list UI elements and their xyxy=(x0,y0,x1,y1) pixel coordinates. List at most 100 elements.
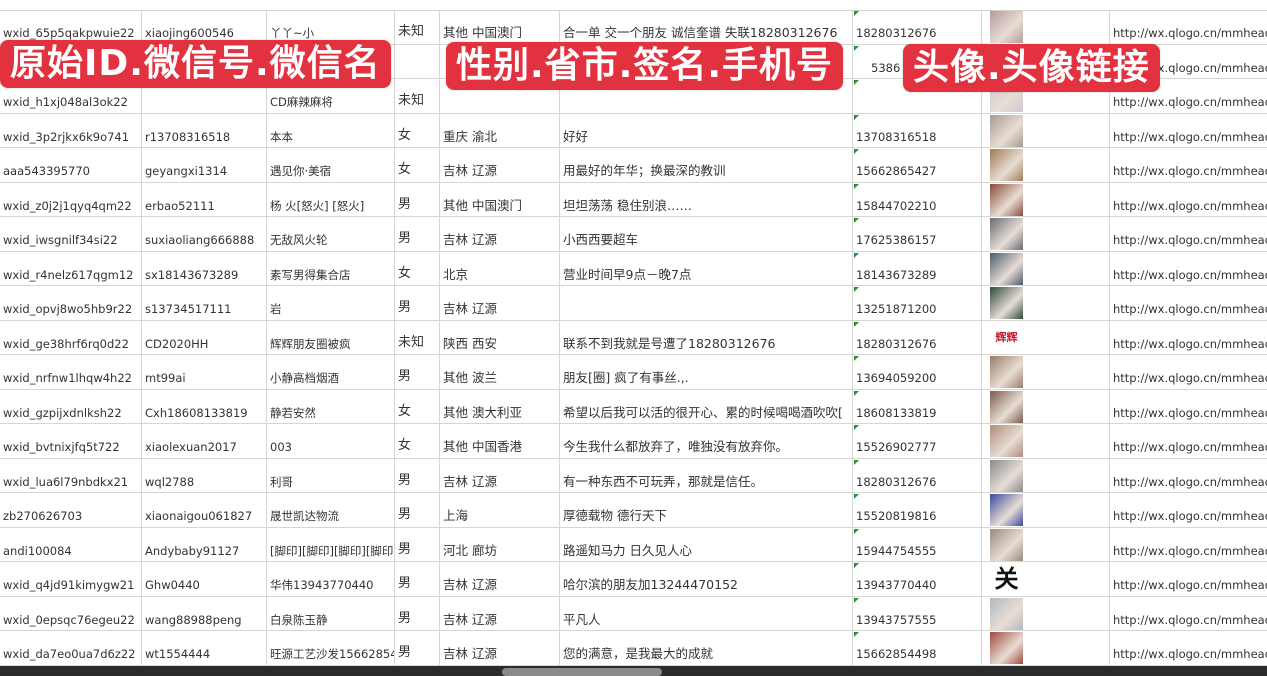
wechat-name-cell[interactable]: 岩 xyxy=(267,286,395,320)
wechat-name-cell[interactable]: 素写男得集合店 xyxy=(267,251,395,285)
avatar-cell[interactable] xyxy=(982,251,1110,285)
avatar-cell[interactable] xyxy=(982,355,1110,389)
region-cell[interactable]: 吉林 辽源 xyxy=(440,458,560,492)
avatar-cell[interactable] xyxy=(982,458,1110,492)
avatar-link-cell[interactable]: http://wx.qlogo.cn/mmhead xyxy=(1113,405,1267,420)
wechat-id-cell[interactable]: Ghw0440 xyxy=(142,562,267,596)
original-id-cell[interactable]: wxid_da7eo0ua7d6z22 xyxy=(0,631,142,665)
signature-cell[interactable]: 希望以后我可以活的很开心、累的时候喝喝酒吹吹[ xyxy=(560,389,853,423)
original-id-cell[interactable]: aaa543395770 xyxy=(0,148,142,182)
wechat-name-cell[interactable]: 静若安然 xyxy=(267,389,395,423)
wechat-id-cell[interactable] xyxy=(142,79,267,113)
avatar-cell[interactable] xyxy=(982,10,1110,44)
phone-cell[interactable]: 13708316518 xyxy=(853,113,982,147)
gender-cell[interactable]: 女 xyxy=(395,148,440,182)
region-cell[interactable]: 其他 中国香港 xyxy=(440,424,560,458)
avatar-link-cell[interactable]: http://wx.qlogo.cn/mmhead xyxy=(1113,578,1267,592)
original-id-cell[interactable]: wxid_bvtnixjfq5t722 xyxy=(0,424,142,458)
gender-cell[interactable]: 未知 xyxy=(395,320,440,354)
wechat-id-cell[interactable]: CD2020HH xyxy=(142,320,267,354)
signature-cell[interactable] xyxy=(560,44,853,78)
wechat-id-cell[interactable]: sx18143673289 xyxy=(142,251,267,285)
gender-cell[interactable]: 女 xyxy=(395,424,440,458)
gender-cell[interactable]: 男 xyxy=(395,458,440,492)
signature-cell[interactable]: 小西西要超车 xyxy=(560,217,853,251)
wechat-id-cell[interactable] xyxy=(142,665,267,666)
region-cell[interactable]: 北京 xyxy=(440,251,560,285)
wechat-id-cell[interactable]: xiaonaigou061827 xyxy=(142,493,267,527)
avatar-link-cell[interactable]: http://wx.qlogo.cn/mmhead xyxy=(1113,647,1267,661)
avatar-cell[interactable] xyxy=(982,217,1110,251)
phone-cell[interactable]: 15662865427 xyxy=(853,148,982,182)
signature-cell[interactable]: 合一单 交一个朋友 诚信奎谱 失联18280312676 xyxy=(560,10,853,44)
wechat-name-cell[interactable]: 辉辉朋友圈被疯 xyxy=(267,320,395,354)
gender-cell[interactable]: 男 xyxy=(395,596,440,630)
avatar-cell[interactable] xyxy=(982,596,1110,630)
phone-cell[interactable]: 18143673289 xyxy=(853,251,982,285)
avatar-cell[interactable] xyxy=(982,665,1110,666)
original-id-cell[interactable]: wxid_nrfnw1lhqw4h22 xyxy=(0,355,142,389)
signature-cell[interactable]: 坦坦荡荡 稳住别浪…… xyxy=(560,182,853,216)
phone-cell[interactable]: 15526902777 xyxy=(853,424,982,458)
avatar-link-cell[interactable]: http://wx.qlogo.cn/mmhead xyxy=(1113,440,1267,454)
wechat-id-cell[interactable]: wql2788 xyxy=(142,458,267,492)
avatar-link-cell[interactable]: http://wx.qlogo.cn/mmhead xyxy=(1113,509,1267,523)
wechat-id-cell[interactable]: s13734517111 xyxy=(142,286,267,320)
wechat-name-cell[interactable]: 无敌风火轮 xyxy=(267,217,395,251)
phone-cell[interactable]: 13694059200 xyxy=(853,355,982,389)
region-cell[interactable] xyxy=(440,665,560,666)
wechat-name-cell[interactable]: 小静高档烟酒 xyxy=(267,355,395,389)
phone-cell[interactable] xyxy=(853,665,982,666)
wechat-id-cell[interactable]: Andybaby91127 xyxy=(142,527,267,561)
avatar-link-cell[interactable]: http://wx.qlogo.cn/mmhead xyxy=(1113,164,1267,178)
wechat-id-cell[interactable]: suxiaoliang666888 xyxy=(142,217,267,251)
original-id-cell[interactable]: wxid_65p5qakpwuie22 xyxy=(0,10,142,44)
phone-cell[interactable]: 13943757555 xyxy=(853,596,982,630)
gender-cell[interactable]: 女 xyxy=(395,251,440,285)
wechat-id-cell[interactable]: geyangxi1314 xyxy=(142,148,267,182)
gender-cell[interactable]: 男 xyxy=(395,631,440,665)
wechat-name-cell[interactable]: 白泉陈玉静 xyxy=(267,596,395,630)
original-id-cell[interactable]: wxid_iwsgnilf34si22 xyxy=(0,217,142,251)
original-id-cell[interactable]: andi100084 xyxy=(0,527,142,561)
avatar-cell[interactable]: 关 xyxy=(982,562,1110,596)
phone-cell[interactable]: 13943770440 xyxy=(853,562,982,596)
signature-cell[interactable]: 哈尔滨的朋友加13244470152 xyxy=(560,562,853,596)
gender-cell[interactable]: 男 xyxy=(395,562,440,596)
signature-cell[interactable]: 用最好的年华；换最深的教训 xyxy=(560,148,853,182)
phone-cell[interactable]: 17625386157 xyxy=(853,217,982,251)
wechat-name-cell[interactable]: 华伟13943770440 xyxy=(267,562,395,596)
gender-cell[interactable]: 未知 xyxy=(395,79,440,113)
wechat-name-cell[interactable]: 旺源工艺沙发15662854 xyxy=(267,631,395,665)
wechat-id-cell[interactable]: xiaolexuan2017 xyxy=(142,424,267,458)
signature-cell[interactable]: 营业时间早9点－晚7点 xyxy=(560,251,853,285)
region-cell[interactable]: 吉林 辽源 xyxy=(440,148,560,182)
phone-cell[interactable]: 18280312676 xyxy=(853,458,982,492)
avatar-link-cell[interactable]: http://wx.qlogo.cn/mmhead xyxy=(1113,612,1267,627)
wechat-name-cell[interactable]: 丫丫~小 xyxy=(267,10,395,44)
region-cell[interactable]: 吉林 辽源 xyxy=(440,631,560,665)
original-id-cell[interactable]: wxid_r4nelz617qgm12 xyxy=(0,251,142,285)
region-cell[interactable]: 其他 波兰 xyxy=(440,355,560,389)
wechat-name-cell[interactable]: 利哥 xyxy=(267,458,395,492)
original-id-cell[interactable]: wxid_3p2rjkx6k9o741 xyxy=(0,113,142,147)
phone-cell[interactable]: 15520819816 xyxy=(853,493,982,527)
avatar-link-cell[interactable]: http://wx.qlogo.cn/mmhead xyxy=(1113,129,1267,144)
avatar-cell[interactable] xyxy=(982,286,1110,320)
avatar-cell[interactable] xyxy=(982,389,1110,423)
avatar-cell[interactable] xyxy=(982,424,1110,458)
wechat-id-cell[interactable]: r13708316518 xyxy=(142,113,267,147)
original-id-cell[interactable]: wxid_z0j2j1qyq4qm22 xyxy=(0,182,142,216)
phone-cell[interactable]: 13251871200 xyxy=(853,286,982,320)
signature-cell[interactable] xyxy=(560,79,853,113)
region-cell[interactable]: 上海 xyxy=(440,493,560,527)
avatar-cell[interactable] xyxy=(982,631,1110,665)
avatar-link-cell[interactable]: http://wx.qlogo.cn/mmhead xyxy=(1113,371,1267,385)
gender-cell[interactable]: 男 xyxy=(395,286,440,320)
region-cell[interactable]: 吉林 辽源 xyxy=(440,286,560,320)
original-id-cell[interactable]: wxid_q4jd91kimygw21 xyxy=(0,562,142,596)
avatar-link-cell[interactable]: http://wx.qlogo.cn/mmhead xyxy=(1113,336,1267,351)
avatar-cell[interactable] xyxy=(982,493,1110,527)
gender-cell[interactable]: 男 xyxy=(395,182,440,216)
phone-cell[interactable]: 18280312676 xyxy=(853,320,982,354)
